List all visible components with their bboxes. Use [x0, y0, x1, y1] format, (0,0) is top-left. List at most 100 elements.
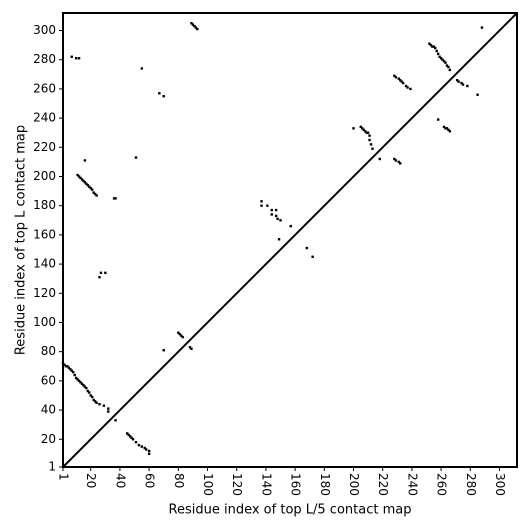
y-axis-label: Residue index of top L contact map: [14, 125, 29, 355]
contact-point: [190, 347, 193, 350]
y-tick-label: 120: [33, 286, 56, 300]
contact-point: [162, 349, 165, 352]
contact-point: [64, 365, 68, 368]
contact-point: [88, 185, 91, 188]
contact-point: [399, 162, 402, 165]
contact-point: [79, 381, 82, 384]
contact-point: [77, 57, 81, 60]
contact-point: [432, 45, 435, 48]
y-tick-label: 220: [33, 140, 56, 154]
contact-point: [98, 403, 101, 406]
contact-point: [434, 46, 437, 50]
contact-point: [461, 83, 465, 86]
y-tick-label: 180: [33, 198, 56, 212]
y-tick-label: 60: [41, 373, 56, 387]
contact-point: [394, 159, 398, 162]
contact-point: [158, 92, 161, 95]
contact-point: [448, 68, 452, 72]
y-tick-label: 280: [33, 52, 56, 66]
contact-point: [134, 440, 138, 444]
contact-point: [63, 363, 66, 367]
contact-point: [79, 176, 82, 180]
contact-point: [445, 127, 449, 130]
contact-point: [98, 276, 101, 279]
contact-point: [74, 57, 78, 60]
x-tick-label: 140: [259, 473, 273, 496]
contact-point: [431, 45, 434, 48]
contact-point: [77, 379, 81, 383]
y-tick-label: 160: [33, 227, 56, 241]
contact-point: [194, 26, 198, 29]
contact-point: [305, 246, 308, 250]
contact-point: [83, 181, 87, 184]
y-tick-label: 20: [41, 432, 56, 446]
contact-point: [393, 157, 396, 161]
contact-point: [409, 87, 412, 91]
contact-point: [444, 127, 447, 130]
contact-point: [99, 271, 103, 275]
contact-point: [114, 197, 117, 200]
contact-point: [193, 24, 196, 28]
x-axis-label: Residue index of top L/5 contact map: [169, 503, 412, 518]
contact-point: [82, 179, 85, 183]
contact-point: [359, 125, 363, 129]
contact-point: [107, 407, 110, 410]
y-tick-label: 1: [48, 460, 56, 474]
contact-point: [266, 204, 269, 207]
x-tick-label: 280: [464, 473, 478, 496]
contact-point: [361, 127, 364, 130]
contact-point: [83, 159, 87, 162]
x-tick-label: 60: [143, 473, 157, 488]
contact-point: [95, 194, 98, 197]
contact-point: [66, 365, 69, 368]
contact-point: [88, 391, 91, 394]
contact-point: [270, 208, 273, 212]
y-tick-label: 200: [33, 169, 56, 183]
contact-point: [435, 49, 438, 53]
contact-point: [114, 419, 117, 422]
contact-point: [85, 182, 88, 185]
contact-point: [362, 128, 365, 131]
y-tick-label: 140: [33, 257, 56, 271]
contact-point: [112, 197, 116, 200]
x-tick-label: 160: [289, 473, 303, 496]
contact-point: [260, 204, 263, 207]
contact-point: [70, 369, 73, 372]
contact-point: [93, 400, 97, 403]
contact-point: [104, 271, 107, 275]
contact-point: [439, 57, 443, 60]
contact-point: [366, 131, 370, 134]
contact-point: [448, 130, 452, 133]
contact-point: [143, 446, 146, 450]
contact-point: [83, 385, 87, 388]
contact-point: [404, 84, 408, 88]
x-tick-label: 80: [172, 473, 186, 488]
y-tick-label: 240: [33, 111, 56, 125]
contact-point: [442, 125, 446, 129]
contact-point: [447, 65, 450, 69]
contact-point: [397, 77, 400, 80]
x-tick-label: 100: [201, 473, 215, 496]
contact-point: [128, 435, 132, 438]
x-tick-label: 200: [347, 473, 361, 496]
contact-point: [92, 398, 95, 402]
contact-point: [162, 95, 165, 98]
contact-point: [274, 208, 278, 212]
contact-point: [67, 366, 71, 369]
x-tick-label: 220: [376, 473, 390, 496]
contact-point: [137, 443, 141, 447]
contact-point: [190, 22, 193, 25]
contact-point: [371, 147, 374, 150]
contact-point: [107, 410, 110, 413]
contact-point: [102, 404, 106, 407]
y-tick-label: 300: [33, 23, 56, 37]
contact-point: [134, 156, 138, 159]
contact-point: [476, 93, 479, 96]
contact-point: [399, 78, 402, 82]
contact-point: [400, 80, 403, 83]
contact-point: [460, 81, 463, 85]
contact-point: [401, 81, 405, 85]
contact-point: [181, 335, 184, 339]
contact-point: [127, 433, 130, 437]
